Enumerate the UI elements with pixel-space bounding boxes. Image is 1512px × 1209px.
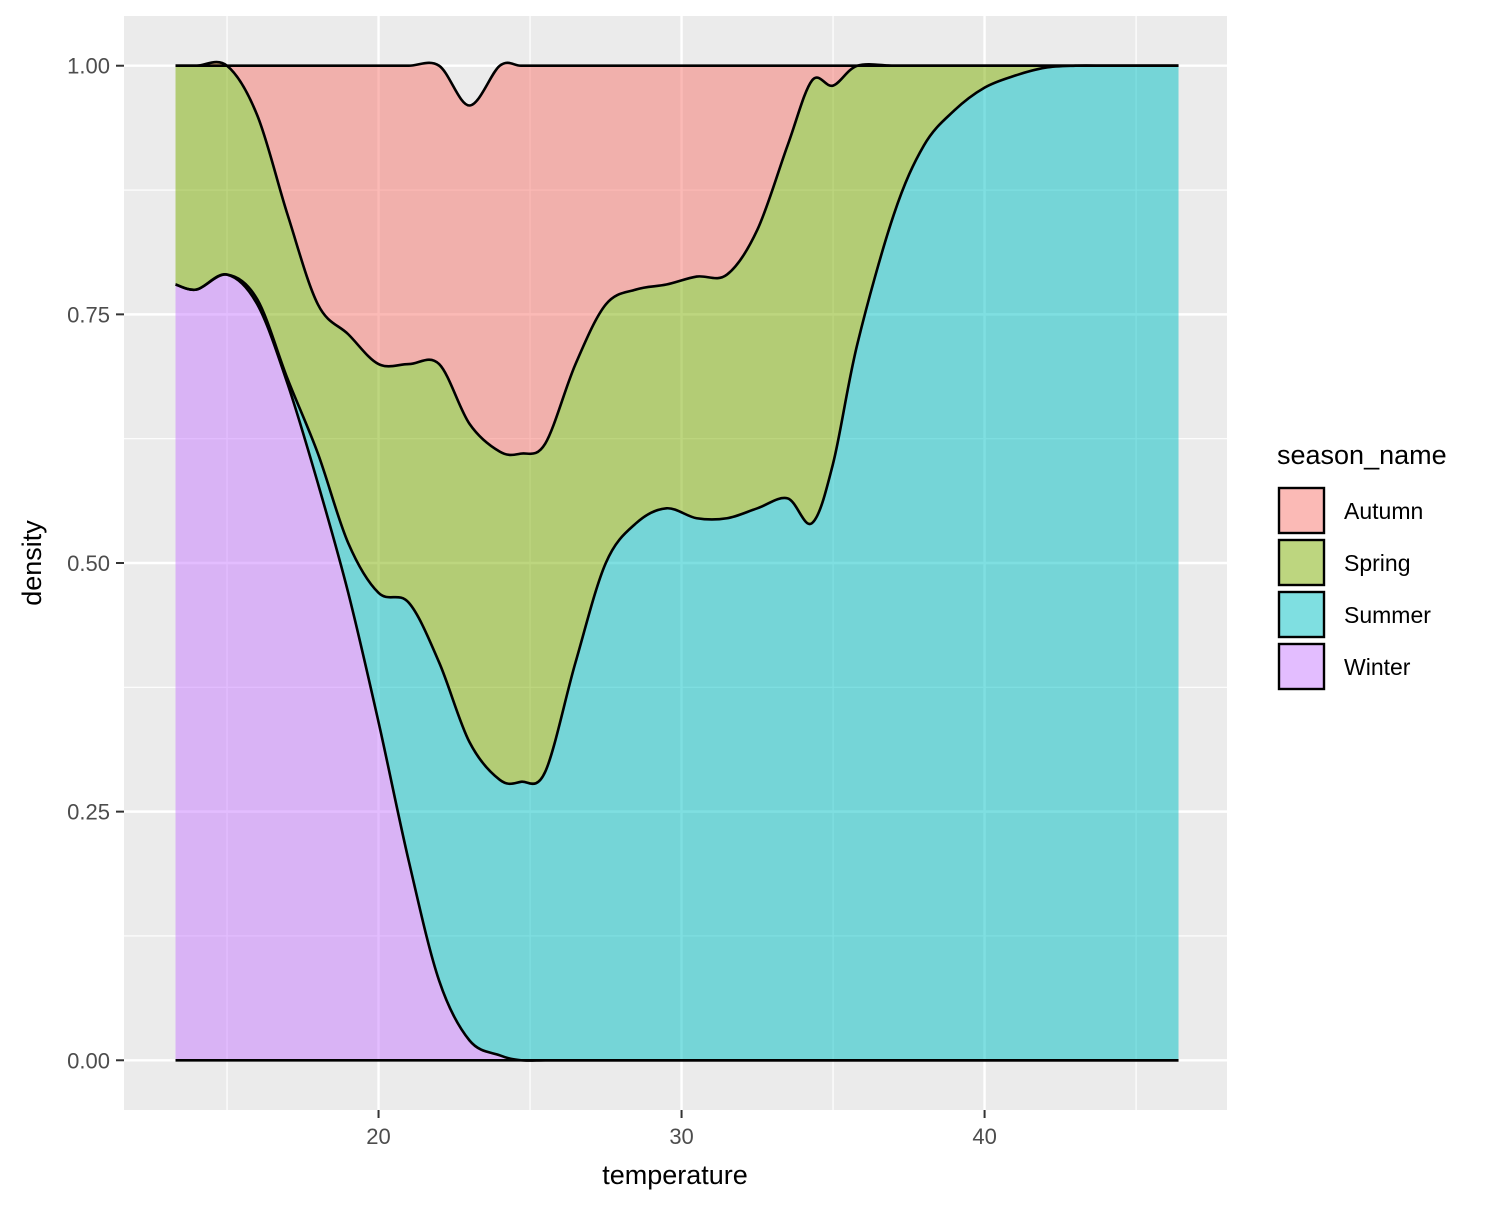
y-tick-label-2: 0.50 xyxy=(67,551,110,576)
y-tick-label-3: 0.75 xyxy=(67,302,110,327)
legend-label-spring: Spring xyxy=(1344,550,1410,576)
y-tick-label-4: 1.00 xyxy=(67,54,110,79)
legend-title: season_name xyxy=(1277,440,1447,470)
density-areas xyxy=(175,60,1179,1062)
x-axis: 20 30 40 xyxy=(366,1110,997,1149)
boundary-winter xyxy=(175,273,1179,1062)
y-tick-label-1: 0.25 xyxy=(67,800,110,825)
legend: season_name Autumn Spring Summer Winter xyxy=(1277,440,1447,691)
area-summer xyxy=(175,65,1179,1061)
x-axis-title: temperature xyxy=(602,1160,748,1190)
legend-label-winter: Winter xyxy=(1344,654,1411,680)
x-tick-label-0: 20 xyxy=(366,1124,390,1149)
legend-key-summer xyxy=(1277,590,1326,639)
boundary-autumn xyxy=(175,61,1179,107)
legend-label-summer: Summer xyxy=(1344,602,1431,628)
legend-key-winter xyxy=(1277,642,1326,691)
legend-key-autumn xyxy=(1277,486,1326,535)
area-autumn xyxy=(175,62,1179,455)
boundary-summer xyxy=(175,64,1179,786)
legend-key-spring xyxy=(1277,538,1326,587)
x-tick-label-2: 40 xyxy=(972,1124,996,1149)
x-tick-label-1: 30 xyxy=(669,1124,693,1149)
y-axis-title: density xyxy=(17,520,47,606)
y-axis: 0.00 0.25 0.50 0.75 1.00 xyxy=(67,54,124,1073)
legend-label-autumn: Autumn xyxy=(1344,498,1423,524)
area-spring xyxy=(175,62,1179,784)
y-tick-label-0: 0.00 xyxy=(67,1048,110,1073)
